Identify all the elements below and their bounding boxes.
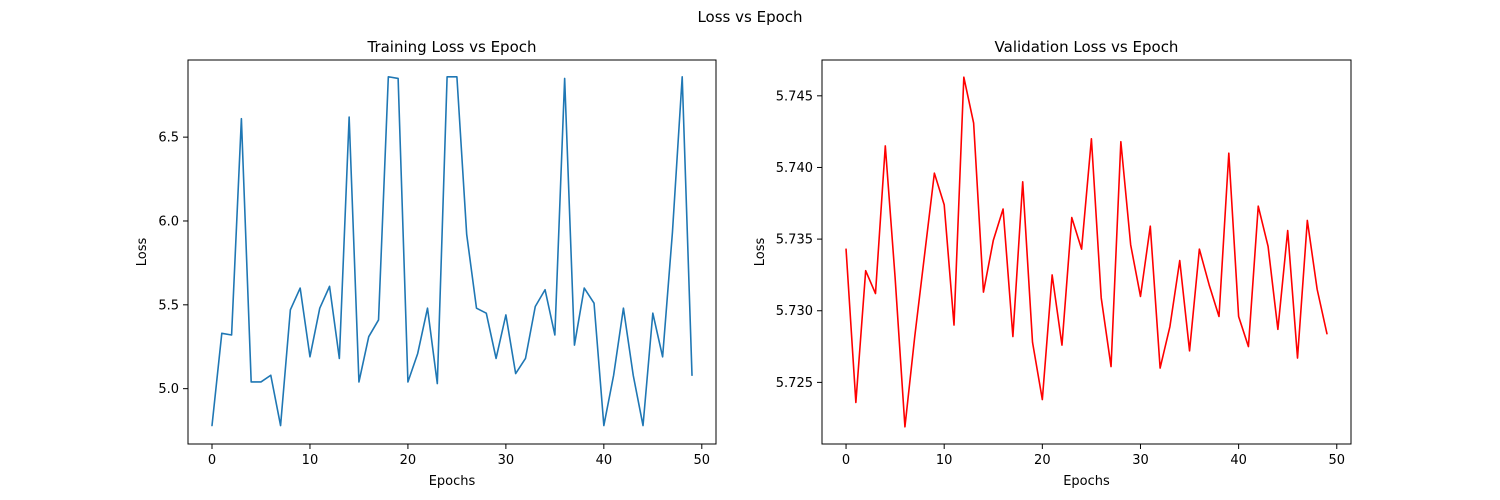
validation-chart-title: Validation Loss vs Epoch <box>995 38 1179 56</box>
validation-x-tick-label: 30 <box>1132 453 1149 468</box>
training-y-tick-label: 5.5 <box>158 298 179 313</box>
training-loss-line <box>211 75 693 427</box>
training-y-tick-label: 6.0 <box>158 214 179 229</box>
validation-y-tick-label: 5.735 <box>776 233 813 248</box>
validation-x-tick-label: 20 <box>1034 453 1051 468</box>
validation-x-tick-label: 50 <box>1328 453 1345 468</box>
training-x-tick-label: 20 <box>400 453 417 468</box>
validation-x-tick-label: 10 <box>936 453 953 468</box>
validation-y-tick-label: 5.745 <box>776 89 813 104</box>
training-chart-title: Training Loss vs Epoch <box>366 38 536 56</box>
training-y-tick-label: 5.0 <box>158 382 179 397</box>
training-x-tick-label: 40 <box>596 453 613 468</box>
training-x-tick-label: 0 <box>208 453 216 468</box>
training-x-tick-label: 50 <box>694 453 711 468</box>
validation-x-axis-label: Epochs <box>1063 474 1110 489</box>
training-axes-frame <box>187 59 717 445</box>
validation-y-axis-label: Loss <box>753 238 768 267</box>
validation-loss-line <box>845 76 1328 428</box>
validation-x-tick-label: 0 <box>842 453 850 468</box>
validation-y-tick-label: 5.725 <box>776 376 813 391</box>
training-y-tick-label: 6.5 <box>158 131 179 146</box>
training-x-axis-label: Epochs <box>429 474 476 489</box>
training-y-axis-label: Loss <box>135 238 150 267</box>
validation-axes-frame <box>821 59 1352 445</box>
validation-loss-chart: 0 10 20 30 40 50 5.725 5.730 5.735 5.740 5.745 Vali… <box>753 38 1352 489</box>
validation-x-tick-label: 40 <box>1230 453 1247 468</box>
training-x-tick-label: 30 <box>498 453 515 468</box>
training-x-tick-label: 10 <box>302 453 319 468</box>
training-loss-chart: 0 10 20 30 40 50 5.0 5.5 6.0 6.5 Training Loss vs … <box>135 38 717 489</box>
validation-y-tick-label: 5.740 <box>776 161 813 176</box>
figure-suptitle: Loss vs Epoch <box>697 8 802 26</box>
validation-y-tick-label: 5.730 <box>776 304 813 319</box>
